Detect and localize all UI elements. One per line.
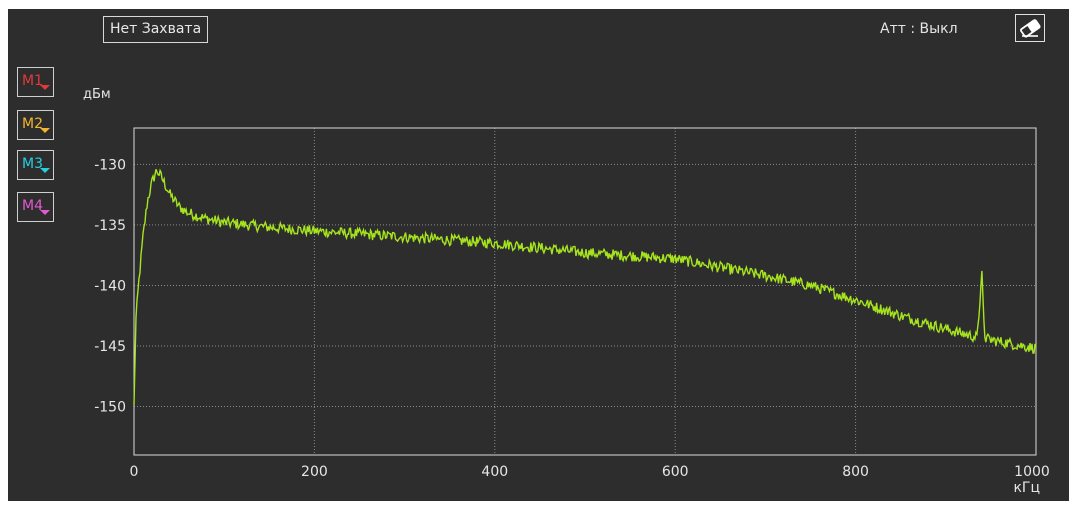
marker-m1-button[interactable]: M1 bbox=[17, 67, 54, 97]
x-tick-label: 200 bbox=[301, 464, 328, 480]
x-tick-label: 0 bbox=[130, 464, 139, 480]
x-tick-label: 1000 bbox=[1014, 464, 1050, 480]
y-tick-label: -135 bbox=[94, 218, 126, 234]
spectrum-trace bbox=[133, 168, 1037, 405]
eraser-icon bbox=[1020, 19, 1041, 38]
tick-layer: 0 200 400 600 800 1000 -130 -135 -140 -145 -150 bbox=[94, 157, 1050, 480]
plot-frame bbox=[133, 127, 1037, 456]
x-axis-unit: кГц bbox=[1013, 480, 1040, 496]
attenuator-status: Атт : Выкл bbox=[880, 21, 958, 37]
y-tick-label: -150 bbox=[94, 400, 126, 416]
x-tick-label: 600 bbox=[662, 464, 689, 480]
chevron-down-icon bbox=[40, 85, 50, 90]
x-tick-label: 800 bbox=[842, 464, 869, 480]
chevron-down-icon bbox=[40, 128, 50, 133]
grid-layer bbox=[134, 128, 1036, 455]
chevron-down-icon bbox=[40, 168, 50, 173]
y-tick-label: -130 bbox=[94, 157, 126, 173]
marker-m2-label: M2 bbox=[22, 116, 43, 132]
clear-button[interactable] bbox=[1015, 14, 1045, 42]
marker-m4-button[interactable]: M4 bbox=[17, 192, 54, 222]
y-tick-label: -140 bbox=[94, 278, 126, 294]
chevron-down-icon bbox=[40, 210, 50, 215]
capture-button[interactable]: Нет Захвата bbox=[103, 16, 209, 43]
marker-m3-button[interactable]: M3 bbox=[17, 150, 54, 180]
y-axis-unit: дБм bbox=[83, 87, 111, 102]
marker-m1-label: M1 bbox=[22, 73, 43, 89]
x-tick-label: 400 bbox=[481, 464, 508, 480]
marker-m3-label: M3 bbox=[22, 156, 43, 172]
marker-m2-button[interactable]: M2 bbox=[17, 110, 54, 140]
spectrum-panel bbox=[8, 9, 1069, 501]
y-tick-label: -145 bbox=[94, 339, 126, 355]
marker-m4-label: M4 bbox=[22, 198, 43, 214]
